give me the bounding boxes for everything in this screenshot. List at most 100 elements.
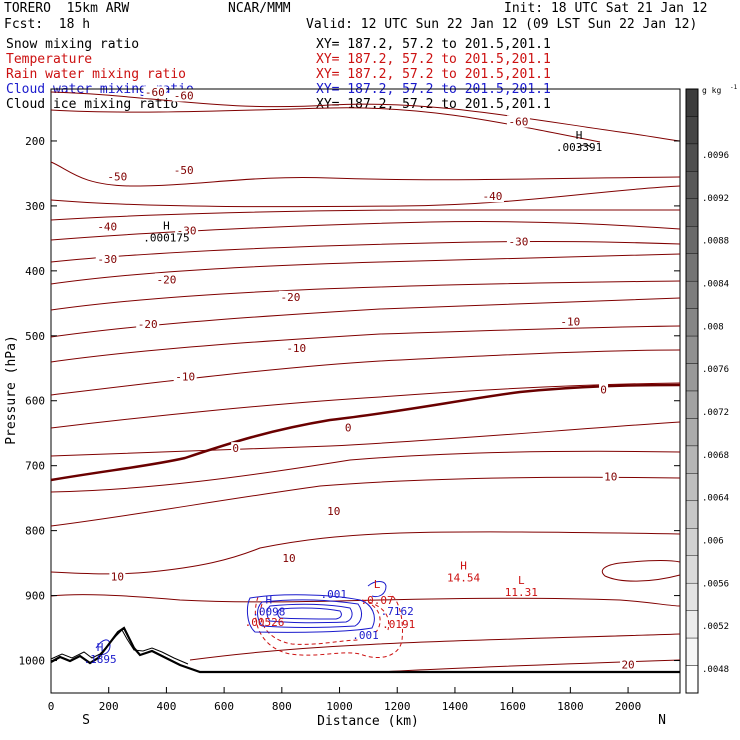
contour-label-bg xyxy=(480,190,504,203)
x-tick-label: 1600 xyxy=(499,700,526,713)
colorbar-tick-label: .0084 xyxy=(702,280,729,290)
extremum-value: 14.54 xyxy=(447,572,480,585)
colorbar-swatch xyxy=(685,637,699,666)
x-end-label-right: N xyxy=(658,713,666,728)
y-tick-label: 800 xyxy=(25,525,45,538)
field-xy-snow: XY= 187.2, 57.2 to 201.5,201.1 xyxy=(316,37,551,52)
temperature-contour-label: 10 xyxy=(282,552,295,565)
extremum-value: 11.31 xyxy=(505,586,538,599)
extremum-marker: H xyxy=(576,129,583,142)
init-time: Init: 18 UTC Sat 21 Jan 12 xyxy=(504,1,708,16)
colorbar-swatch xyxy=(685,445,699,474)
temperature-contour-label: -50 xyxy=(174,164,194,177)
field-name-snow: Snow mixing ratio xyxy=(6,37,140,52)
contour-label-bg xyxy=(143,86,167,99)
x-tick-label: 200 xyxy=(99,700,119,713)
colorbar-swatch xyxy=(685,390,699,419)
colorbar-swatch xyxy=(685,116,699,145)
x-tick-label: 0 xyxy=(48,700,55,713)
extremum-marker: H xyxy=(266,593,273,606)
extremum-marker: H xyxy=(163,219,170,232)
extremum-value: .001 xyxy=(321,588,348,601)
contour-label-bg xyxy=(173,370,197,383)
temperature-contour-label: -40 xyxy=(97,221,117,234)
x-tick-label: 1400 xyxy=(442,700,469,713)
colorbar-swatch xyxy=(685,253,699,282)
contour-label-bg xyxy=(278,290,302,303)
x-tick-label: 2000 xyxy=(615,700,642,713)
colorbar-tick-label: .0064 xyxy=(702,494,729,504)
contour-label-bg xyxy=(231,442,241,455)
colorbar: .0096 .0092 .0088 .0084 .008 .0076 .0072 .0068.… xyxy=(685,88,729,694)
extremum-value: .0098 xyxy=(252,605,285,618)
colorbar-swatch xyxy=(685,418,699,447)
temperature-contour-label: 0 xyxy=(345,421,352,434)
contour-label-bg xyxy=(281,551,298,564)
extremum-marker: L xyxy=(374,578,381,591)
temperature-contour-label: -60 xyxy=(508,115,528,128)
contour-label-bg xyxy=(506,235,530,248)
contour-label-bg xyxy=(602,470,619,483)
axes: 0 200 400 600 800 1000 1200 1400 1600 1800 2000200… xyxy=(19,135,680,713)
field-name-temperature: Temperature xyxy=(6,52,93,67)
contour-label-bg xyxy=(95,253,119,266)
temperature-contour-label: -10 xyxy=(560,316,580,329)
colorbar-swatch xyxy=(685,226,699,254)
colorbar-swatch xyxy=(685,500,699,529)
temperature-contour-label: 10 xyxy=(604,471,617,484)
temperature-contour-label: 0 xyxy=(232,442,239,455)
temperature-contour-label: 10 xyxy=(111,571,124,584)
colorbar-swatch xyxy=(685,198,699,227)
temperature-contour-label: -60 xyxy=(174,89,194,102)
y-tick-label: 900 xyxy=(25,590,45,603)
contour-labels: -60 -60 -60 -50 -50 -40 -40 -30 -30 -30 -20 -20 -10 -… xyxy=(95,86,637,671)
temperature-contour-label: -30 xyxy=(177,225,197,238)
field-xy-temperature: XY= 187.2, 57.2 to 201.5,201.1 xyxy=(316,52,551,67)
rain-water-contours xyxy=(254,593,403,658)
terrain-line xyxy=(50,626,680,674)
center-label: NCAR/MMM xyxy=(228,1,291,16)
extremum-value: .0.07 xyxy=(360,594,393,607)
forecast-hour: Fcst: 18 h xyxy=(4,17,91,32)
contour-label-bg xyxy=(599,383,609,396)
colorbar-swatch xyxy=(685,143,699,172)
temperature-contour-label: -40 xyxy=(483,190,503,203)
temperature-contour-label: -30 xyxy=(97,253,117,266)
colorbar-swatch xyxy=(685,363,699,392)
colorbar-unit-exponent: -1 xyxy=(730,84,738,91)
colorbar-swatch xyxy=(685,473,699,502)
cloud-water-contours xyxy=(95,581,387,655)
x-tick-label: 400 xyxy=(156,700,176,713)
contour-label-bg xyxy=(620,658,637,671)
extremum-marker: H xyxy=(460,560,467,573)
colorbar-swatch xyxy=(685,308,699,337)
plot-frame xyxy=(50,88,681,694)
colorbar-tick-label: .0052 xyxy=(702,622,729,632)
temperature-contour-label: -20 xyxy=(138,318,158,331)
extremum-marker: H xyxy=(97,641,104,654)
colorbar-swatch xyxy=(685,582,699,611)
x-tick-label: 1800 xyxy=(557,700,584,713)
contour-label-bg xyxy=(172,164,196,177)
colorbar-tick-label: .0056 xyxy=(702,579,729,589)
extremum-value: .1895 xyxy=(83,653,116,666)
temperature-contour-label: -30 xyxy=(508,236,528,249)
contour-label-bg xyxy=(506,115,530,128)
y-tick-label: 500 xyxy=(25,330,45,343)
contour-label-bg xyxy=(95,220,119,233)
contour-label-bg xyxy=(172,89,196,102)
temperature-contour-label: -20 xyxy=(281,291,301,304)
colorbar-tick-label: .0088 xyxy=(702,237,729,247)
colorbar-tick-label: .008 xyxy=(702,322,724,332)
contour-label-bg xyxy=(343,421,353,434)
x-tick-label: 1000 xyxy=(326,700,353,713)
contour-label-bg xyxy=(154,273,178,286)
extremum-value: .00526 xyxy=(245,616,285,629)
colorbar-frame xyxy=(685,88,699,694)
colorbar-unit: g kg xyxy=(702,86,721,95)
y-tick-label: 1000 xyxy=(19,655,46,668)
y-tick-label: 600 xyxy=(25,395,45,408)
contour-label-bg xyxy=(284,342,308,355)
